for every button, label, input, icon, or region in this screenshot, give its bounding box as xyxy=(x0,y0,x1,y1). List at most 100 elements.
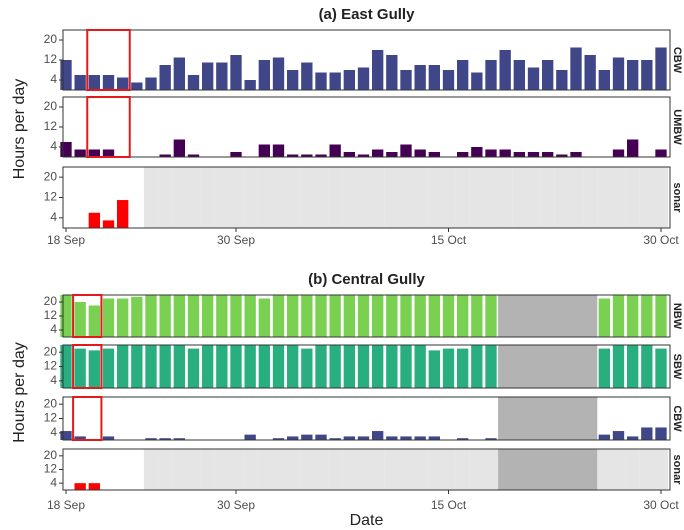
bar xyxy=(612,57,625,90)
missing-shade xyxy=(285,167,300,228)
bar xyxy=(641,427,653,440)
missing-shade xyxy=(313,449,329,490)
bar xyxy=(315,72,327,90)
missing-shade xyxy=(200,167,215,228)
bar xyxy=(641,345,653,388)
bar xyxy=(655,295,667,337)
missing-shade xyxy=(483,449,499,490)
bar xyxy=(428,295,440,337)
bar xyxy=(457,348,469,388)
bar xyxy=(428,65,440,90)
missing-shade xyxy=(639,449,654,490)
missing-shade xyxy=(469,449,484,490)
missing-shade xyxy=(441,167,456,228)
bar xyxy=(471,345,483,388)
bar xyxy=(131,82,143,90)
bar xyxy=(117,345,129,388)
y-tick-label: 20 xyxy=(44,344,58,358)
missing-shade xyxy=(611,449,626,490)
missing-shade xyxy=(342,449,357,490)
facet-label: CBW xyxy=(671,47,683,74)
bar xyxy=(641,295,653,337)
x-axis-label: Date xyxy=(350,512,384,529)
bar xyxy=(145,438,157,440)
facet-label: NBW xyxy=(671,303,683,330)
bar xyxy=(627,139,639,157)
bar xyxy=(272,438,285,440)
y-tick-label: 20 xyxy=(44,294,58,308)
bar xyxy=(258,60,270,90)
bar xyxy=(301,348,313,388)
bar xyxy=(60,142,72,157)
missing-shade xyxy=(158,167,173,228)
panel-title: (b) Central Gully xyxy=(308,271,425,288)
bar xyxy=(315,434,327,440)
bar xyxy=(527,67,540,90)
bar xyxy=(386,345,398,388)
gap-shade xyxy=(498,295,598,337)
missing-shade xyxy=(257,167,272,228)
bar xyxy=(187,295,200,337)
bar xyxy=(258,345,270,388)
bar xyxy=(272,144,285,157)
bar xyxy=(414,295,426,337)
bar xyxy=(329,438,341,440)
bar xyxy=(570,152,582,157)
bar xyxy=(102,348,115,388)
missing-shade xyxy=(441,449,456,490)
bar xyxy=(230,152,242,157)
bar xyxy=(102,220,115,228)
bar xyxy=(513,60,525,90)
highlight-box xyxy=(72,396,103,441)
facet-label: UMBW xyxy=(671,109,683,145)
bar xyxy=(612,295,625,337)
bar xyxy=(442,70,455,90)
missing-shade xyxy=(526,167,541,228)
bar xyxy=(556,70,568,90)
bar xyxy=(612,149,625,157)
missing-shade xyxy=(455,167,470,228)
missing-shade xyxy=(398,449,414,490)
y-tick-label: 12 xyxy=(44,359,58,373)
bar xyxy=(357,67,370,90)
bar xyxy=(173,295,185,337)
bar xyxy=(641,60,653,90)
y-tick-label: 4 xyxy=(50,425,57,439)
bar xyxy=(542,60,554,90)
bar xyxy=(131,345,143,388)
x-tick-label: 30 Sep xyxy=(217,498,255,512)
y-tick-label: 12 xyxy=(44,411,58,425)
missing-shade xyxy=(625,449,640,490)
y-tick-label: 20 xyxy=(44,169,58,183)
bar xyxy=(584,55,596,90)
bar xyxy=(485,295,497,337)
highlight-box xyxy=(86,29,131,91)
x-tick-label: 30 Oct xyxy=(643,233,679,247)
bar xyxy=(414,345,426,388)
bar xyxy=(400,144,412,157)
panel-title: (a) East Gully xyxy=(319,6,416,23)
missing-shade xyxy=(469,167,484,228)
missing-shade xyxy=(483,167,499,228)
bar xyxy=(102,149,115,157)
bar xyxy=(556,154,568,157)
y-tick-label: 12 xyxy=(44,308,58,322)
bar xyxy=(357,295,370,337)
y-tick-label: 4 xyxy=(50,72,57,86)
bar xyxy=(272,295,285,337)
missing-shade xyxy=(427,449,442,490)
bar xyxy=(627,345,639,388)
bar xyxy=(457,295,469,337)
bar xyxy=(60,295,72,337)
bar xyxy=(88,483,100,490)
bar xyxy=(655,47,667,90)
missing-shade xyxy=(356,167,371,228)
bar xyxy=(230,55,242,90)
bar xyxy=(428,152,440,157)
bar xyxy=(372,149,384,157)
bar xyxy=(88,350,100,388)
bar xyxy=(400,295,412,337)
bar xyxy=(202,345,214,388)
bar xyxy=(428,436,440,440)
missing-shade xyxy=(639,167,654,228)
